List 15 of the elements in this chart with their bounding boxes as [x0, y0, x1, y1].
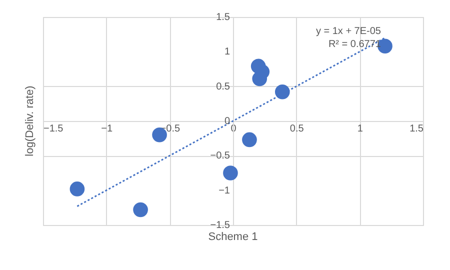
y-tick-label: 1.5: [216, 12, 230, 23]
y-tick-label: 1: [224, 46, 230, 58]
annotation: y = 1x + 7E-05: [316, 26, 382, 37]
y-tick-label: −1: [218, 185, 230, 196]
x-tick-label: 1.5: [410, 124, 424, 134]
x-tick-label: 0.5: [290, 124, 304, 134]
y-tick-label: −1.5: [210, 220, 230, 231]
x-axis-title: Scheme 1: [208, 231, 258, 243]
x-tick-label: 1: [357, 124, 364, 134]
y-tick-label: 0.5: [216, 81, 230, 92]
x-tick-label: −1: [101, 124, 113, 134]
x-tick-label: −1.5: [44, 124, 64, 134]
y-axis-title: log(Deliv. rate): [24, 86, 36, 156]
y-tick-label: −0.5: [210, 150, 230, 162]
y-tick-label: 0: [224, 116, 230, 127]
